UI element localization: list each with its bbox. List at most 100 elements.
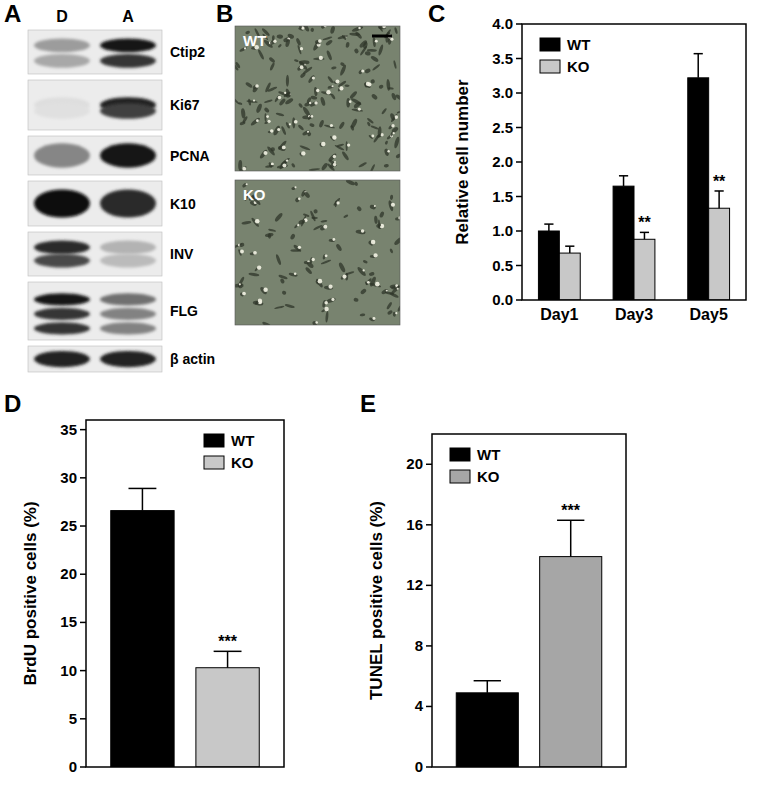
protein-label: Ki67 xyxy=(170,97,200,113)
cell xyxy=(377,126,382,137)
cell xyxy=(306,261,315,269)
y-tick-label: 2.0 xyxy=(492,153,513,170)
y-tick xyxy=(80,525,86,527)
legend-label: WT xyxy=(567,36,590,53)
cell-bright xyxy=(256,119,259,122)
error-stem xyxy=(142,488,144,510)
cell-bright xyxy=(315,321,317,323)
cell xyxy=(384,140,388,145)
error-stem xyxy=(548,224,550,231)
cell xyxy=(309,210,316,221)
cell xyxy=(299,60,309,64)
y-axis-label: TUNEL positive cells (%) xyxy=(367,501,386,700)
panel-label: C xyxy=(428,0,445,27)
cell-bright xyxy=(266,115,269,118)
bar xyxy=(540,557,602,767)
significance: ** xyxy=(638,214,651,231)
y-tick-label: 10 xyxy=(60,662,77,679)
blot-band xyxy=(34,254,90,268)
cell-bright xyxy=(331,298,334,301)
error-stem xyxy=(569,246,571,253)
cell xyxy=(344,84,349,87)
legend-swatch xyxy=(450,470,470,483)
cell xyxy=(241,221,251,225)
blot-band xyxy=(100,293,156,305)
cell-bright xyxy=(375,282,380,287)
cell xyxy=(298,219,306,226)
cell xyxy=(393,312,396,317)
cell xyxy=(268,228,276,232)
cell xyxy=(285,88,292,98)
cell-bright xyxy=(397,288,399,290)
cell-bright xyxy=(255,219,260,224)
blot-band xyxy=(100,322,156,334)
error-bar xyxy=(565,246,574,253)
y-tick-label: 0 xyxy=(415,758,423,775)
cell-bright xyxy=(363,269,365,271)
cell-bright xyxy=(312,76,315,79)
cell xyxy=(296,65,302,71)
y-tick xyxy=(80,766,86,768)
cell xyxy=(353,48,359,54)
cell xyxy=(329,239,336,243)
cell xyxy=(389,248,393,254)
cell xyxy=(276,112,285,117)
cell xyxy=(284,303,295,308)
y-tick xyxy=(516,23,522,25)
cell-bright xyxy=(387,150,389,152)
cell xyxy=(248,272,259,276)
cell xyxy=(291,187,296,191)
cell xyxy=(299,72,306,79)
cell-bright xyxy=(253,251,257,255)
error-stem xyxy=(227,651,229,667)
cell xyxy=(287,33,295,40)
cell xyxy=(254,298,261,305)
error-cap xyxy=(619,175,628,177)
cell xyxy=(299,26,302,29)
blot-band xyxy=(100,241,156,255)
cell xyxy=(351,26,364,33)
cell xyxy=(369,164,375,171)
cell-bright xyxy=(242,167,246,171)
cell xyxy=(310,95,317,100)
x-tick-label: Day3 xyxy=(615,306,653,323)
cell-bright xyxy=(325,254,328,257)
y-tick-label: 30 xyxy=(60,469,77,486)
cell xyxy=(320,220,327,223)
cell-bright xyxy=(294,186,296,188)
y-tick-label: 20 xyxy=(406,455,423,472)
cell xyxy=(319,224,327,232)
legend: WTKO xyxy=(450,446,500,485)
cell xyxy=(381,288,389,295)
cell xyxy=(302,115,313,119)
cell xyxy=(393,60,397,69)
cell-bright xyxy=(372,317,375,320)
y-tick xyxy=(516,161,522,163)
cell xyxy=(356,206,362,212)
blot-band xyxy=(100,351,156,367)
y-tick-label: 25 xyxy=(60,517,77,534)
cell-bright xyxy=(349,100,352,103)
error-bar xyxy=(619,176,628,186)
cell-bright xyxy=(282,164,286,168)
figure: ADACtip2Ki67PCNAK10INVFLGβ actinBWTKOC0.… xyxy=(0,0,764,785)
panel-label: B xyxy=(216,0,233,27)
bar xyxy=(538,231,559,300)
cell-bright xyxy=(323,225,327,229)
y-tick-label: 5 xyxy=(69,710,77,727)
cell xyxy=(285,38,291,47)
error-cap xyxy=(544,223,553,225)
cell xyxy=(277,44,282,49)
cell-bright xyxy=(297,224,299,226)
error-cap xyxy=(128,488,156,490)
cell xyxy=(386,301,393,310)
error-bar xyxy=(128,488,156,510)
blot-band xyxy=(34,293,90,305)
cell xyxy=(326,50,333,61)
cell xyxy=(259,149,268,160)
cell xyxy=(321,90,333,95)
legend-swatch xyxy=(540,38,560,51)
blot-strip xyxy=(28,282,162,340)
cell xyxy=(327,152,337,162)
cell xyxy=(366,121,371,126)
